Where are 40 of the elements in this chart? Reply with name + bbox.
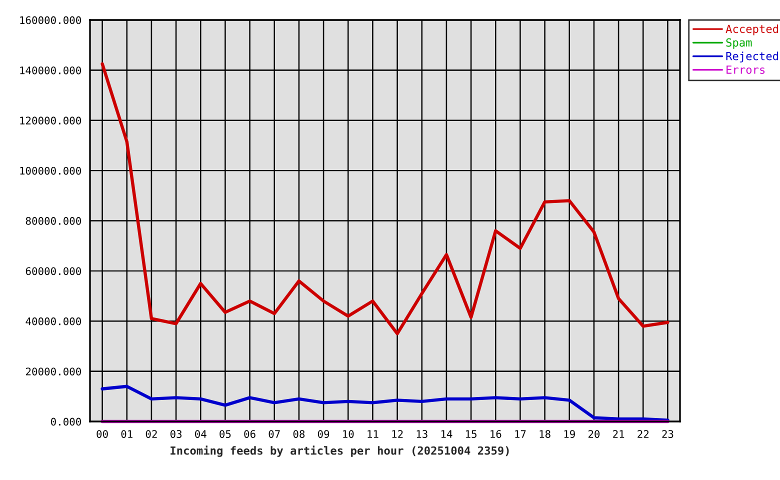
x-tick-label: 16 [490, 430, 502, 438]
legend-label: Accepted [726, 24, 778, 36]
y-tick-label: 60000.000 [26, 267, 81, 276]
x-tick-label: 04 [195, 430, 206, 438]
x-tick-label: 09 [318, 430, 330, 438]
x-tick-label: 22 [638, 430, 649, 438]
x-tick-label: 13 [416, 430, 428, 438]
x-tick-label: 19 [564, 430, 575, 438]
x-tick-label: 15 [466, 430, 476, 438]
x-tick-label: 06 [244, 430, 256, 438]
y-tick-label: 80000.000 [26, 217, 81, 225]
legend-label: Rejected [726, 52, 778, 62]
y-tick-label: 160000.000 [20, 16, 81, 24]
y-tick-label: 0.000 [50, 418, 81, 426]
x-tick-label: 12 [392, 430, 403, 438]
x-tick-label: 14 [441, 430, 452, 438]
x-tick-label: 17 [515, 430, 526, 438]
y-tick-label: 140000.000 [20, 66, 81, 74]
x-tick-label: 01 [121, 430, 132, 438]
x-tick-label: 11 [368, 430, 378, 438]
legend-label: Errors [726, 66, 765, 74]
y-tick-label: 20000.000 [26, 368, 81, 376]
line-series [100, 62, 670, 336]
x-tick-label: 23 [662, 430, 674, 438]
x-tick-label: 08 [293, 430, 305, 438]
y-tick-label: 120000.000 [20, 116, 81, 125]
x-tick-label: 21 [613, 430, 624, 438]
x-tick-label: 18 [540, 430, 550, 438]
x-axis-title: Incoming feeds by articles per hour (20251004 2359) [170, 446, 509, 457]
legend-label: Spam [726, 38, 752, 49]
line-series [100, 384, 670, 422]
x-tick-label: 07 [268, 430, 280, 438]
x-tick-label: 00 [96, 430, 108, 438]
y-tick-label: 40000.000 [26, 317, 81, 326]
x-tick-label: 05 [220, 430, 231, 438]
y-tick-label: 100000.000 [20, 166, 81, 175]
x-tick-label: 10 [343, 430, 354, 438]
x-tick-label: 20 [588, 430, 600, 438]
x-tick-label: 03 [170, 430, 182, 438]
x-tick-label: 02 [146, 430, 157, 438]
